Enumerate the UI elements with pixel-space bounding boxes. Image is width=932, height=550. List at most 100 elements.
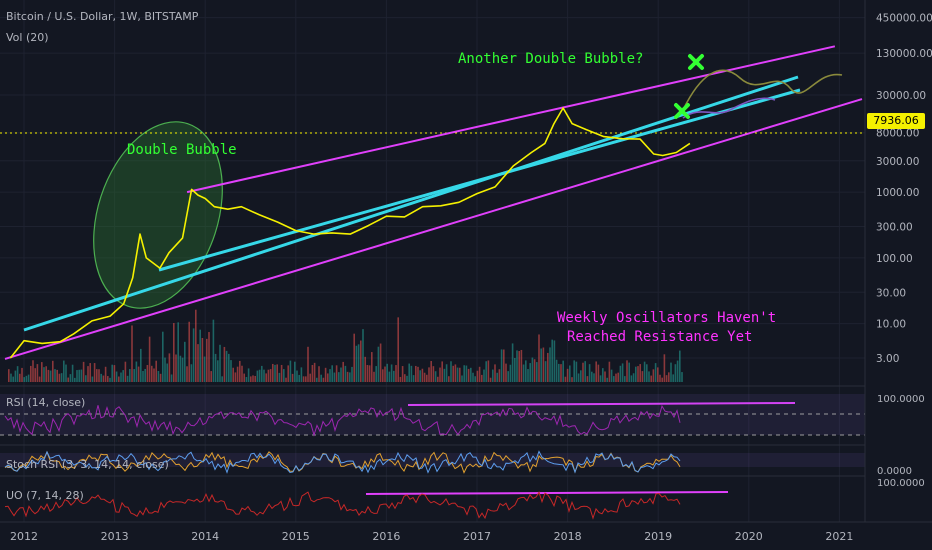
volume-bar bbox=[14, 370, 17, 382]
volume-bar bbox=[241, 365, 243, 382]
volume-bar bbox=[269, 369, 272, 382]
volume-bar bbox=[417, 366, 419, 382]
volume-bar bbox=[621, 363, 624, 382]
volume-bar bbox=[399, 376, 402, 382]
y-tick-label: 8000.00 bbox=[876, 128, 919, 140]
volume-bar bbox=[168, 353, 171, 382]
volume-bar bbox=[71, 364, 74, 382]
volume-bar bbox=[300, 367, 303, 382]
volume-bar bbox=[166, 363, 168, 382]
volume-bar bbox=[536, 362, 538, 382]
another-double-bubble-annotation: Another Double Bubble? bbox=[458, 51, 644, 67]
uo-line bbox=[4, 491, 681, 520]
volume-bar bbox=[305, 376, 307, 382]
volume-bar bbox=[283, 369, 285, 382]
volume-bar bbox=[335, 365, 338, 382]
volume-bar bbox=[496, 372, 498, 382]
volume-bar bbox=[148, 336, 151, 382]
volume-bar bbox=[397, 317, 399, 382]
volume-bar bbox=[98, 369, 100, 382]
volume-bar bbox=[437, 376, 439, 382]
volume-bar bbox=[661, 377, 663, 382]
volume-bar bbox=[173, 323, 175, 382]
x-tick-label: 2012 bbox=[10, 530, 38, 543]
volume-bar bbox=[195, 309, 197, 382]
volume-bar bbox=[518, 351, 520, 382]
volume-bar bbox=[544, 361, 547, 382]
volume-bar bbox=[555, 359, 558, 382]
volume-bar bbox=[124, 361, 127, 382]
volume-bar bbox=[223, 346, 226, 382]
volume-bar bbox=[340, 367, 342, 382]
volume-bar bbox=[404, 374, 406, 382]
volume-bar bbox=[126, 375, 129, 382]
volume-bar bbox=[93, 363, 96, 382]
volume-bar bbox=[606, 377, 608, 382]
volume-bar bbox=[267, 369, 270, 382]
volume-bar bbox=[582, 362, 584, 382]
volume-bar bbox=[206, 338, 208, 382]
volume-bar bbox=[357, 344, 360, 382]
volume-bar bbox=[679, 350, 681, 382]
volume-bar bbox=[580, 370, 582, 382]
volume-bar bbox=[25, 375, 28, 382]
volume-bar bbox=[311, 364, 314, 382]
volume-bar bbox=[507, 371, 509, 382]
volume-bar bbox=[76, 370, 78, 382]
volume-bar bbox=[250, 376, 252, 382]
volume-bar bbox=[210, 371, 212, 382]
volume-bar bbox=[294, 361, 296, 382]
volume-bar bbox=[588, 364, 591, 382]
volume-bar bbox=[38, 376, 41, 382]
y-tick-label: 3.00 bbox=[876, 353, 899, 365]
volume-bar bbox=[483, 369, 485, 382]
volume-bar bbox=[186, 366, 188, 382]
volume-bar bbox=[289, 360, 292, 382]
forecast-path-olive bbox=[682, 69, 843, 111]
volume-bar bbox=[591, 371, 593, 382]
volume-bar bbox=[368, 365, 371, 382]
volume-bar bbox=[434, 371, 437, 382]
volume-bar bbox=[628, 362, 630, 382]
volume-bar bbox=[338, 372, 340, 382]
volume-bar bbox=[599, 375, 602, 382]
volume-bar bbox=[52, 360, 54, 382]
volume-bar bbox=[511, 343, 514, 382]
volume-bar bbox=[412, 375, 415, 382]
y-tick-label: 100.00 bbox=[876, 253, 913, 265]
y-tick-label: 30.00 bbox=[876, 287, 906, 299]
volume-bar bbox=[10, 373, 12, 382]
volume-bar bbox=[177, 322, 179, 382]
volume-bar bbox=[641, 371, 644, 382]
volume-bar bbox=[190, 364, 193, 382]
y-tick-label: 10.00 bbox=[876, 319, 906, 331]
volume-bar bbox=[320, 374, 322, 382]
volume-bar bbox=[344, 365, 347, 382]
volume-bar bbox=[159, 373, 162, 382]
volume-bar bbox=[637, 366, 639, 382]
volume-bar bbox=[208, 332, 210, 382]
uo-resistance-line bbox=[365, 491, 729, 495]
volume-bar bbox=[498, 369, 501, 382]
volume-bar bbox=[201, 338, 204, 382]
volume-bar bbox=[415, 365, 417, 382]
volume-bar bbox=[291, 373, 294, 382]
volume-bar bbox=[80, 369, 83, 382]
volume-bar bbox=[199, 329, 201, 382]
volume-bar bbox=[115, 371, 118, 382]
x-tick-label: 2020 bbox=[735, 530, 763, 543]
stoch-k-line bbox=[4, 450, 681, 474]
volume-bar bbox=[56, 369, 58, 382]
uo-axis-label: 100.0000 bbox=[877, 478, 925, 489]
volume-bar bbox=[258, 369, 261, 382]
volume-bar bbox=[104, 366, 107, 382]
volume-bar bbox=[27, 374, 30, 382]
volume-bar bbox=[560, 364, 562, 382]
volume-bar bbox=[65, 364, 67, 382]
x-tick-label: 2018 bbox=[554, 530, 582, 543]
forecast-path-purple bbox=[682, 97, 776, 119]
volume-bar bbox=[107, 376, 109, 382]
volume-bar bbox=[558, 363, 560, 382]
volume-bar bbox=[100, 373, 102, 382]
